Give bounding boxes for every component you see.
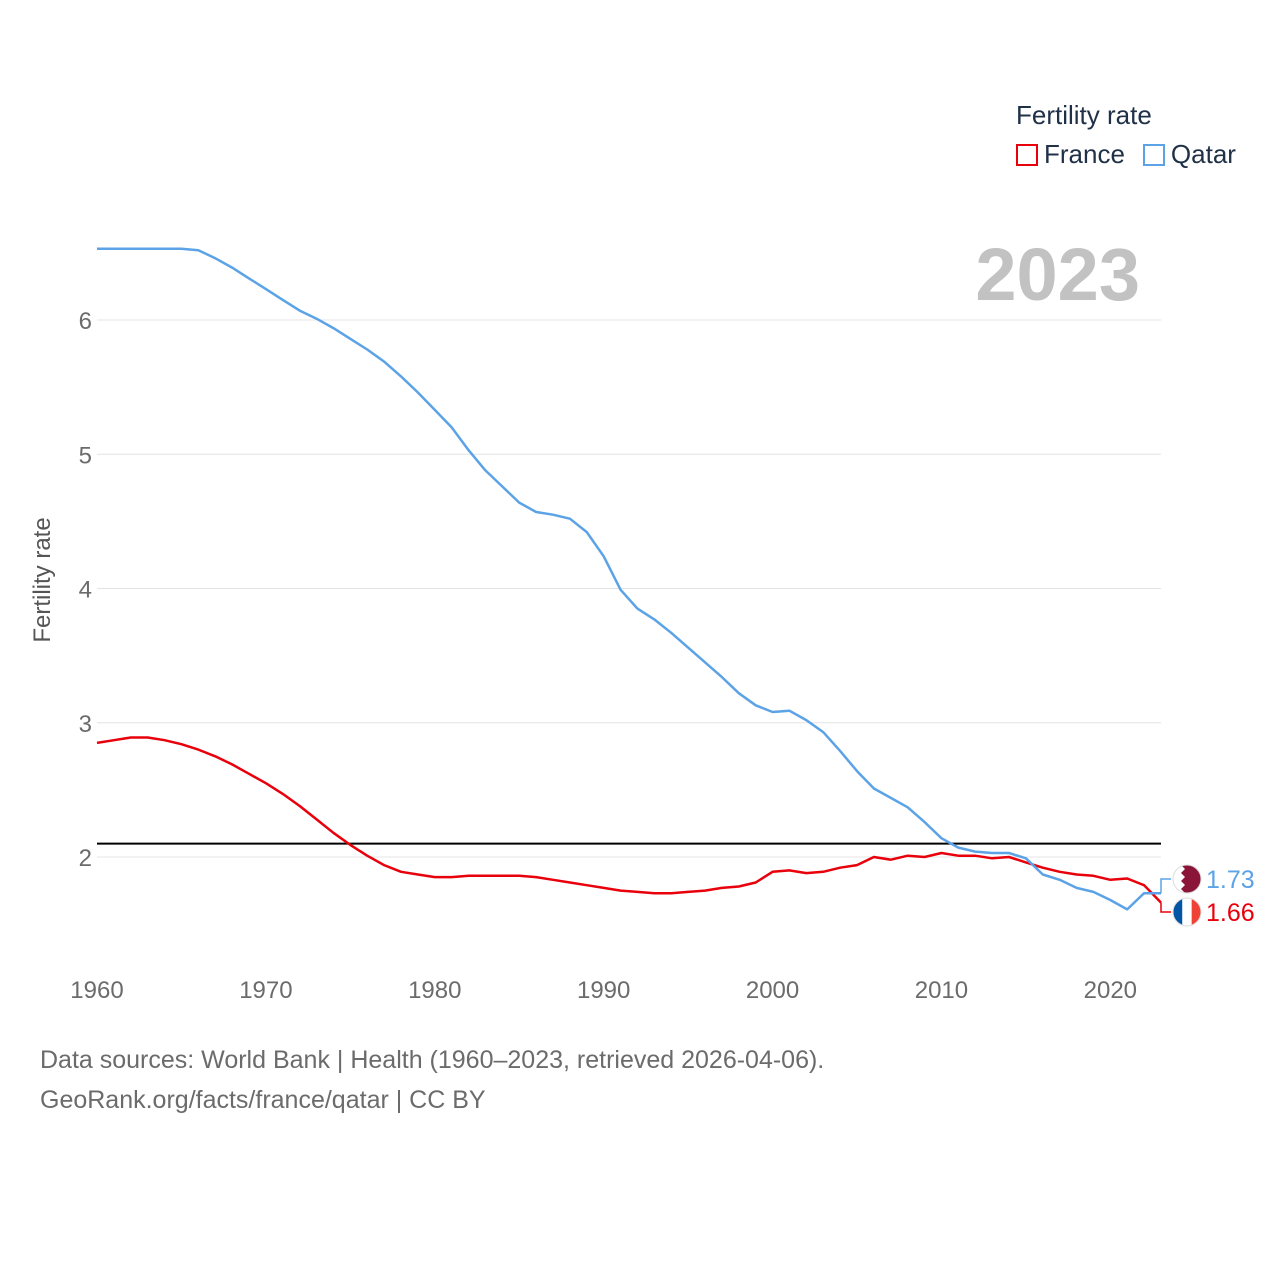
grid [97,319,1161,858]
series-lines [96,247,1162,911]
x-tick-label: 1980 [408,977,461,1004]
x-tick-label: 2010 [915,977,968,1004]
year-watermark: 2023 [975,233,1140,316]
end-connector-france [1160,902,1171,913]
series-line-qatar[interactable] [97,247,1161,911]
source-note: Data sources: World Bank | Health (1960–… [40,1040,824,1120]
y-tick-label: 5 [79,442,92,469]
end-value-france: 1.66 [1206,899,1255,927]
y-ticks: 2 3 4 5 6 [79,308,92,872]
y-axis-label: Fertility rate [29,517,56,642]
x-tick-label: 1970 [239,977,292,1004]
legend-item-france[interactable]: France [1016,139,1125,170]
x-tick-label: 1990 [577,977,630,1004]
france-swatch [1016,143,1038,166]
y-tick-label: 3 [79,711,92,738]
legend: Fertility rate France Qatar [1016,100,1236,170]
x-tick-label: 2020 [1084,977,1137,1004]
series-line-france[interactable] [96,736,1162,904]
source-line-2[interactable]: GeoRank.org/facts/france/qatar | CC BY [40,1086,486,1114]
y-tick-label: 2 [79,845,92,872]
qatar-swatch [1142,143,1165,166]
source-line-1: Data sources: World Bank | Health (1960–… [40,1046,825,1074]
y-tick-label: 6 [79,308,92,335]
legend-title: Fertility rate [1016,100,1152,130]
x-tick-label: 1960 [70,977,123,1004]
end-connector-qatar [1160,878,1171,894]
legend-label-qatar: Qatar [1170,139,1236,169]
end-labels: 1.66 1.73 [1160,864,1255,927]
y-tick-label: 4 [79,577,92,604]
legend-label-france: France [1044,139,1125,169]
x-tick-label: 2000 [746,977,799,1004]
legend-item-qatar[interactable]: Qatar [1142,139,1236,170]
qatar-flag-icon [1172,864,1202,894]
end-value-qatar: 1.73 [1206,866,1255,894]
france-flag-icon [1172,897,1202,927]
x-ticks: 1960 1970 1980 1990 2000 2010 2020 [70,977,1137,1004]
